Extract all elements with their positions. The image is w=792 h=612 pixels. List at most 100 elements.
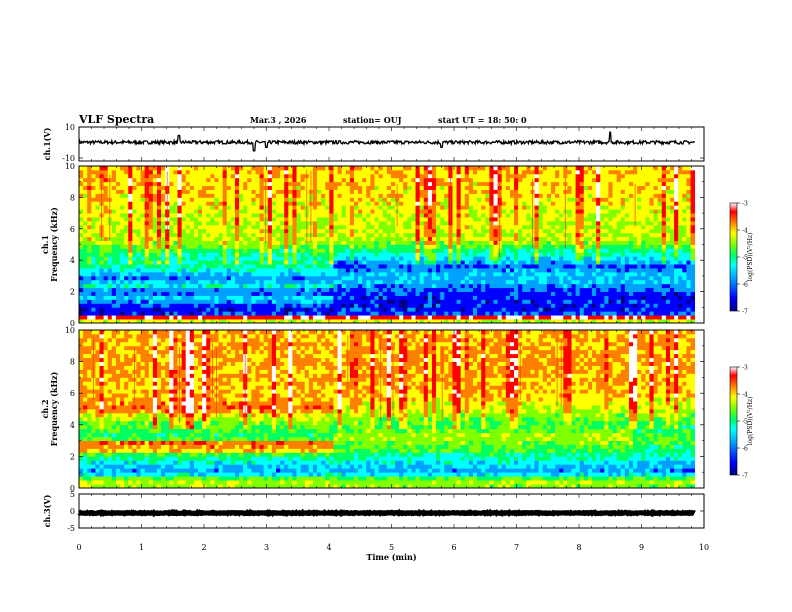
- spectrogram-cell: [567, 220, 572, 226]
- spectrogram-cell: [460, 244, 466, 249]
- spectrogram-cell: [79, 185, 84, 190]
- spectrogram-cell: [91, 295, 96, 300]
- spectrogram-cell: [136, 209, 141, 214]
- spectrogram-cell: [485, 173, 490, 179]
- spectrogram-cell: [353, 264, 359, 269]
- spectrogram-cell: [103, 201, 109, 206]
- spectrogram-cell: [337, 303, 343, 308]
- spectrogram-cell: [329, 248, 334, 253]
- spectrogram-cell: [156, 240, 162, 245]
- spectrogram-cell: [165, 271, 170, 277]
- spectrogram-cell: [284, 181, 289, 187]
- spectrogram-cell: [325, 260, 330, 265]
- spectrogram-cell: [321, 185, 326, 190]
- spectrogram-cell: [103, 260, 109, 265]
- spectrogram-cell: [214, 224, 219, 230]
- spectrogram-cell: [79, 307, 84, 312]
- spectrogram-cell: [312, 185, 318, 190]
- spectrogram-cell: [366, 177, 371, 183]
- spectrogram-cell: [489, 260, 494, 265]
- spectrogram-cell: [79, 299, 84, 304]
- spectrogram-cell: [464, 185, 470, 190]
- spectrogram-cell: [120, 275, 125, 281]
- spectrogram-cell: [559, 220, 564, 226]
- spectrogram-cell: [497, 169, 503, 175]
- spectrogram-cell: [267, 307, 273, 312]
- spectrogram-cell: [489, 205, 494, 210]
- spectrogram-cell: [473, 307, 478, 312]
- spectrogram-cell: [288, 189, 293, 194]
- spectrogram-cell: [534, 299, 540, 304]
- spectrogram-cell: [374, 181, 379, 187]
- spectrogram-cell: [444, 205, 449, 210]
- spectrogram-cell: [296, 295, 302, 300]
- spectrogram-cell: [477, 264, 482, 269]
- spectrogram-cell: [222, 299, 228, 304]
- spectrogram-cell: [395, 228, 400, 234]
- spectrogram-cell: [312, 169, 318, 175]
- spectrogram-cell: [349, 271, 355, 277]
- spectrogram-cell: [366, 181, 371, 187]
- spectrogram-cell: [534, 275, 540, 281]
- spectrogram-cell: [321, 217, 326, 222]
- spectrogram-cell: [378, 271, 384, 277]
- spectrogram-cell: [292, 185, 297, 190]
- spectrogram-cell: [407, 209, 412, 214]
- spectrogram-cell: [107, 240, 113, 245]
- spectrogram-cell: [210, 240, 215, 245]
- spectrogram-cell: [276, 283, 281, 289]
- spectrogram-cell: [559, 166, 564, 171]
- spectrogram-cell: [276, 193, 281, 198]
- spectrogram-cell: [128, 205, 133, 210]
- spectrogram-cell: [403, 189, 408, 194]
- spectrogram-cell: [288, 315, 293, 320]
- spectrogram-cell: [173, 275, 178, 281]
- spectrogram-cell: [358, 189, 363, 194]
- spectrogram-cell: [79, 319, 84, 324]
- spectrogram-cell: [312, 228, 318, 234]
- spectrogram-cell: [514, 232, 519, 238]
- spectrogram-cell: [91, 177, 96, 183]
- spectrogram-cell: [489, 181, 494, 187]
- spectrogram-cell: [526, 315, 531, 320]
- spectrogram-cell: [148, 244, 154, 249]
- spectrogram-cell: [115, 319, 121, 324]
- spectrogram-cell: [473, 244, 478, 249]
- spectrogram-cell: [501, 268, 507, 273]
- spectrogram-cell: [509, 228, 515, 234]
- spectrogram-cell: [358, 236, 363, 241]
- spectrogram-cell: [222, 287, 228, 293]
- spectrogram-cell: [431, 224, 437, 230]
- spectrogram-cell: [325, 209, 330, 214]
- spectrogram-cell: [115, 268, 121, 273]
- spectrogram-cell: [370, 181, 375, 187]
- spectrogram-cell: [448, 260, 453, 265]
- spectrogram-cell: [390, 319, 396, 324]
- spectrogram-cell: [267, 299, 273, 304]
- spectrogram-cell: [300, 181, 306, 187]
- spectrogram-cell: [555, 295, 560, 300]
- spectrogram-cell: [156, 244, 162, 249]
- date-label: Mar.3 , 2026: [250, 115, 307, 125]
- spectrogram-cell: [292, 217, 297, 222]
- spectrogram-cell: [485, 232, 490, 238]
- spectrogram-cell: [440, 217, 445, 222]
- spectrogram-cell: [206, 307, 211, 312]
- spectrogram-cell: [87, 193, 92, 198]
- spectrogram-cell: [128, 275, 133, 281]
- spectrogram-cell: [337, 220, 343, 226]
- spectrogram-cell: [95, 319, 100, 324]
- spectrogram-cell: [370, 224, 375, 230]
- spectrogram-cell: [460, 228, 466, 234]
- spectrogram-cell: [403, 193, 408, 198]
- spectrogram-cell: [378, 248, 384, 253]
- spectrogram-cell: [263, 287, 269, 293]
- spectrogram-cell: [193, 248, 199, 253]
- spectrogram-cell: [538, 271, 544, 277]
- spectrogram-cell: [518, 311, 523, 316]
- spectrogram-cell: [218, 287, 224, 293]
- spectrogram-cell: [386, 236, 392, 241]
- spectrogram-cell: [550, 264, 556, 269]
- spectrogram-cell: [403, 209, 408, 214]
- spectrogram-cell: [395, 260, 400, 265]
